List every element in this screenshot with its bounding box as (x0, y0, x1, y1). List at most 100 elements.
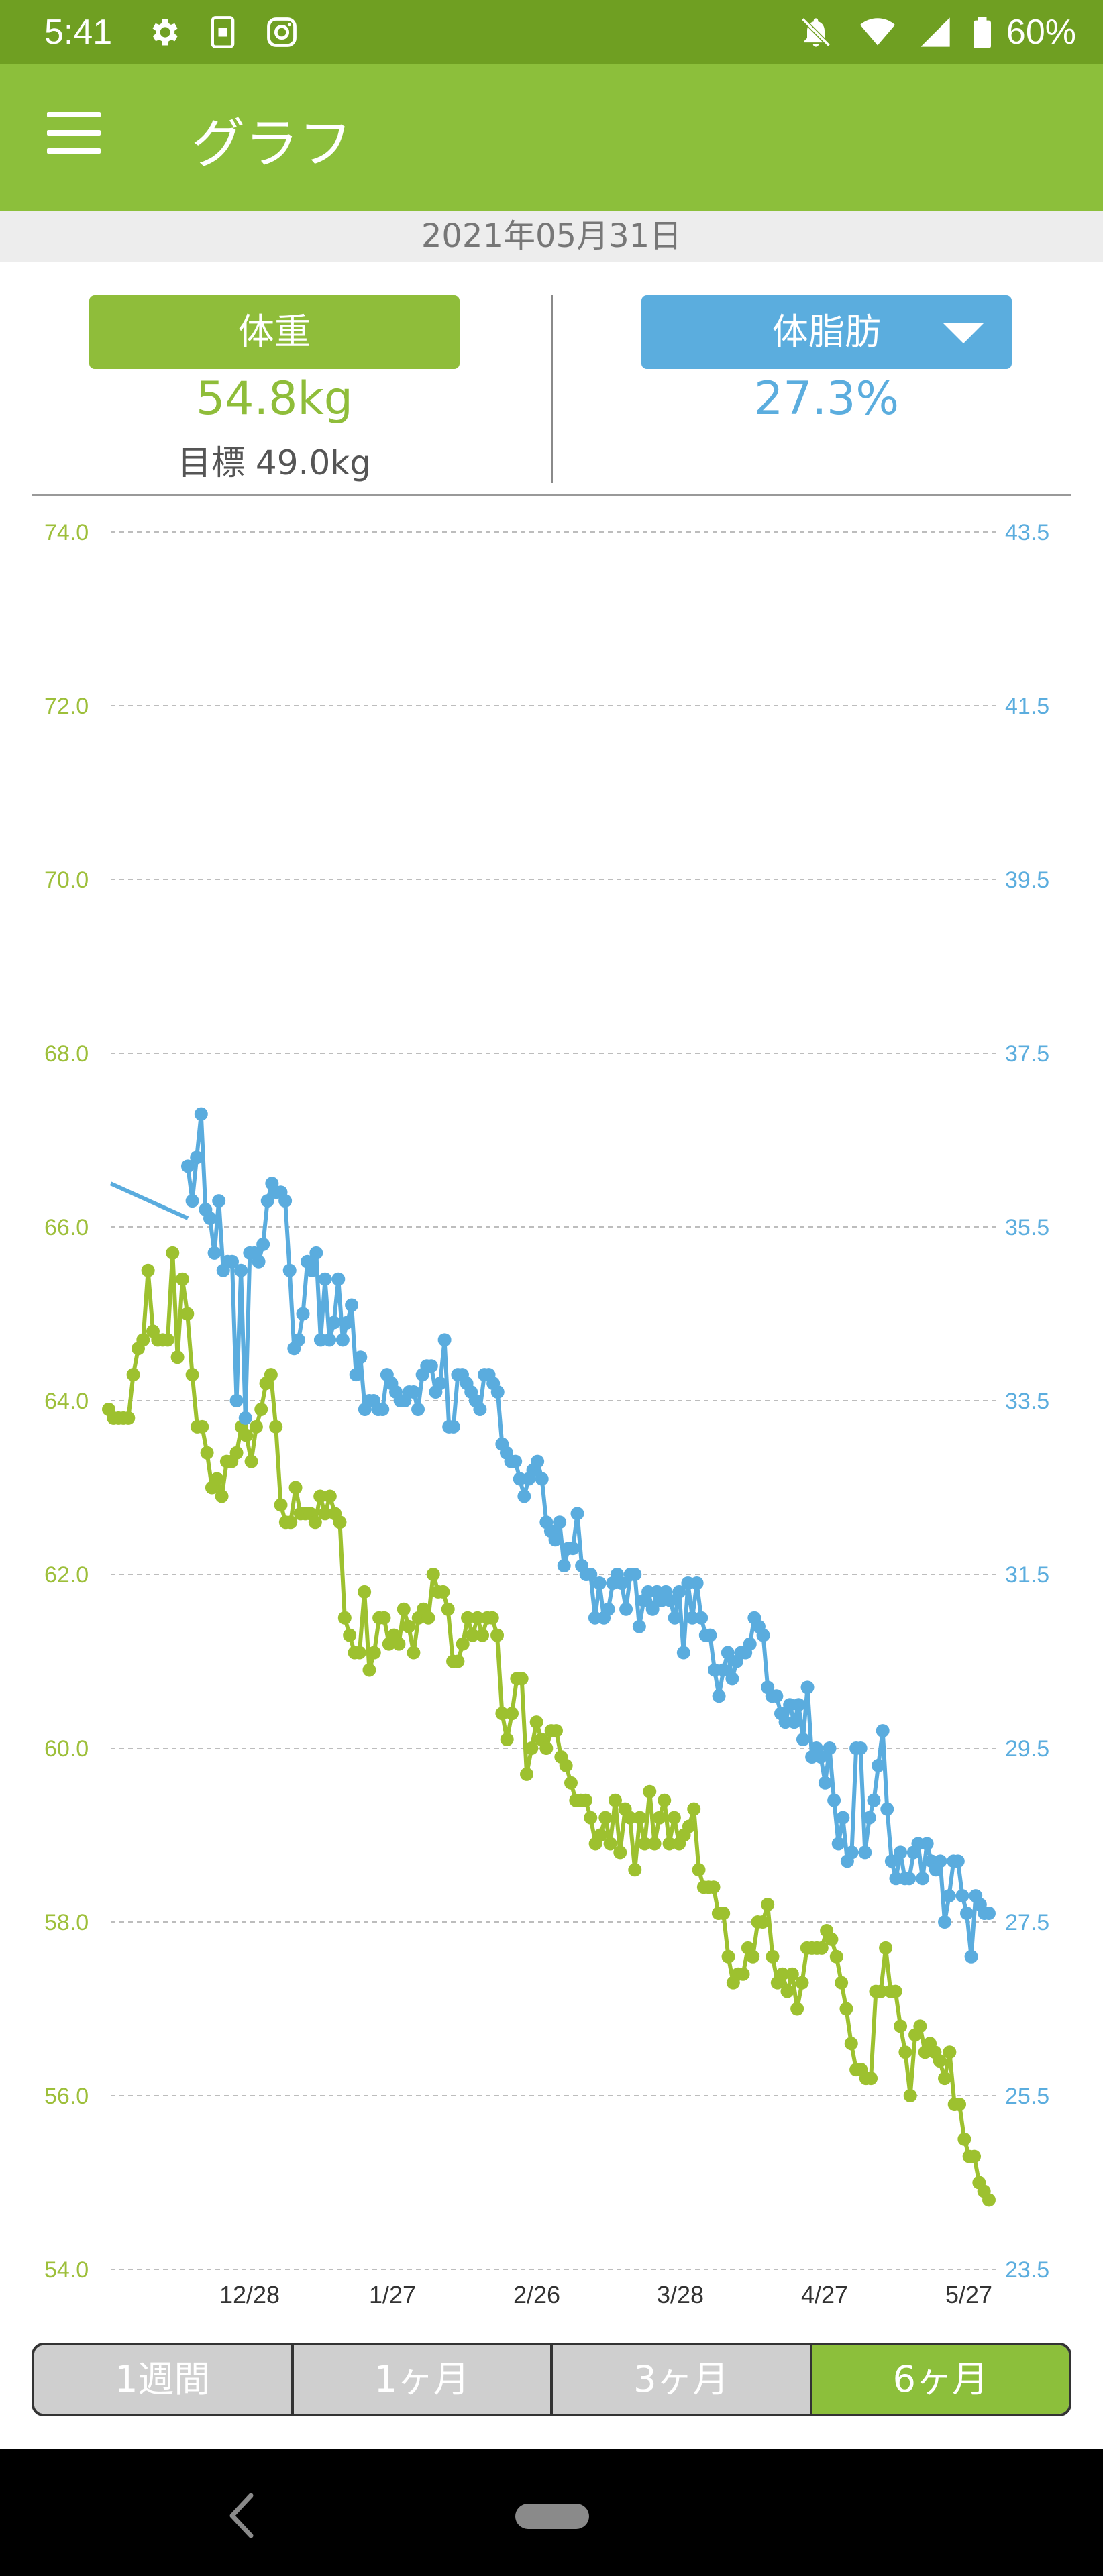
body-fat-point (902, 1872, 916, 1886)
body-fat-point (305, 1263, 319, 1277)
body-fat-point (229, 1394, 244, 1407)
weight-point (795, 1976, 809, 1990)
body-fat-point (853, 1741, 868, 1755)
x-tick-label: 12/28 (219, 2281, 280, 2308)
weight-point (780, 1984, 794, 1998)
hamburger-icon[interactable] (47, 112, 101, 163)
weight-point (603, 1837, 617, 1851)
body-fat-point (181, 1159, 195, 1173)
body-fat-point (876, 1724, 890, 1738)
left-tick-label: 68.0 (44, 1041, 89, 1067)
weight-button[interactable]: 体重 (89, 295, 460, 369)
weight-point (180, 1307, 195, 1321)
body-fat-point (792, 1698, 806, 1712)
body-fat-point (318, 1272, 332, 1286)
weight-point (584, 1811, 598, 1825)
body-fat-point (548, 1533, 562, 1547)
weight-point (706, 1880, 721, 1894)
body-fat-point (717, 1663, 731, 1677)
body-fat-point (845, 1845, 859, 1860)
body-fat-point (916, 1872, 930, 1886)
body-fat-point (632, 1619, 646, 1633)
body-fat-point (823, 1741, 837, 1755)
body-fat-point (296, 1307, 310, 1321)
weight-point (839, 2002, 853, 2016)
weight-point (549, 1724, 563, 1738)
weight-point (476, 1628, 490, 1642)
back-icon[interactable] (221, 2489, 262, 2542)
triangle-down-icon (943, 323, 984, 343)
mute-icon (801, 17, 831, 47)
weight-fat-chart: 74.0 43.5 72.0 41.5 70.0 39.5 68.0 37.5 66.0 35.5… (44, 520, 1049, 2308)
body-fat-point (234, 1263, 248, 1277)
weight-point (953, 2097, 967, 2111)
weight-point (505, 1707, 519, 1721)
body-fat-point (756, 1628, 770, 1642)
weight-point (613, 1845, 627, 1860)
body-fat-point (509, 1454, 523, 1468)
body-fat-dropdown[interactable]: 体脂肪 (641, 295, 1012, 369)
body-fat-point (960, 1907, 974, 1921)
left-tick-label: 62.0 (44, 1562, 89, 1588)
body-fat-point (796, 1733, 810, 1747)
status-bar: 5:41 60% (0, 0, 1103, 64)
right-tick-label: 31.5 (1005, 1562, 1049, 1588)
weight-point (215, 1489, 229, 1503)
weight-point (229, 1446, 244, 1460)
body-fat-point (411, 1402, 425, 1416)
body-fat-point (517, 1489, 531, 1503)
weight-point (269, 1419, 283, 1434)
weight-point (200, 1446, 214, 1460)
wifi-icon (860, 18, 895, 46)
signal-icon (921, 17, 950, 47)
weight-point (362, 1663, 376, 1677)
weight-point (637, 1837, 651, 1851)
body-fat-point (951, 1854, 965, 1868)
weight-point (662, 1837, 676, 1851)
weight-point (358, 1585, 372, 1599)
weight-point (141, 1263, 155, 1277)
body-fat-point (278, 1194, 293, 1208)
app-bar: グラフ (0, 64, 1103, 211)
weight-point (367, 1646, 381, 1660)
right-tick-label: 35.5 (1005, 1215, 1049, 1240)
body-fat-point (964, 1949, 978, 1964)
weight-point (407, 1646, 421, 1660)
weight-point (121, 1411, 136, 1425)
weight-point (490, 1628, 505, 1642)
weight-point (623, 1811, 637, 1825)
body-fat-point (894, 1845, 908, 1860)
tab-3-months[interactable]: 3ヶ月 (553, 2345, 812, 2414)
home-pill-icon[interactable] (515, 2504, 589, 2529)
weight-point (755, 1915, 770, 1929)
weight-point (559, 1758, 573, 1772)
tab-1-month[interactable]: 1ヶ月 (293, 2345, 553, 2414)
body-fat-point (619, 1602, 633, 1616)
weight-point (736, 1967, 750, 1981)
weight-point (943, 2045, 957, 2059)
weight-goal: 目標 49.0kg (178, 443, 371, 482)
weight-point (564, 1776, 578, 1790)
page-title: グラフ (191, 113, 352, 175)
right-tick-label: 25.5 (1005, 2084, 1049, 2109)
weight-point (126, 1368, 140, 1382)
body-fat-point (345, 1298, 359, 1312)
weight-point (967, 2149, 982, 2163)
body-fat-point (309, 1246, 323, 1260)
body-fat-point (335, 1333, 350, 1347)
body-fat-point (601, 1602, 615, 1616)
body-fat-point (592, 1576, 607, 1590)
body-fat-point (721, 1646, 735, 1660)
instagram-icon (267, 17, 297, 47)
body-fat-point (407, 1385, 421, 1399)
weight-point (539, 1741, 554, 1755)
tab-6-months[interactable]: 6ヶ月 (812, 2345, 1069, 2414)
weight-point (525, 1741, 539, 1755)
body-fat-point (743, 1637, 757, 1651)
weight-point (982, 2193, 996, 2207)
weight-point (254, 1402, 268, 1416)
left-tick-label: 54.0 (44, 2257, 89, 2283)
tab-1-week[interactable]: 1週間 (34, 2345, 294, 2414)
weight-point (456, 1637, 470, 1651)
body-fat-point (787, 1715, 801, 1729)
